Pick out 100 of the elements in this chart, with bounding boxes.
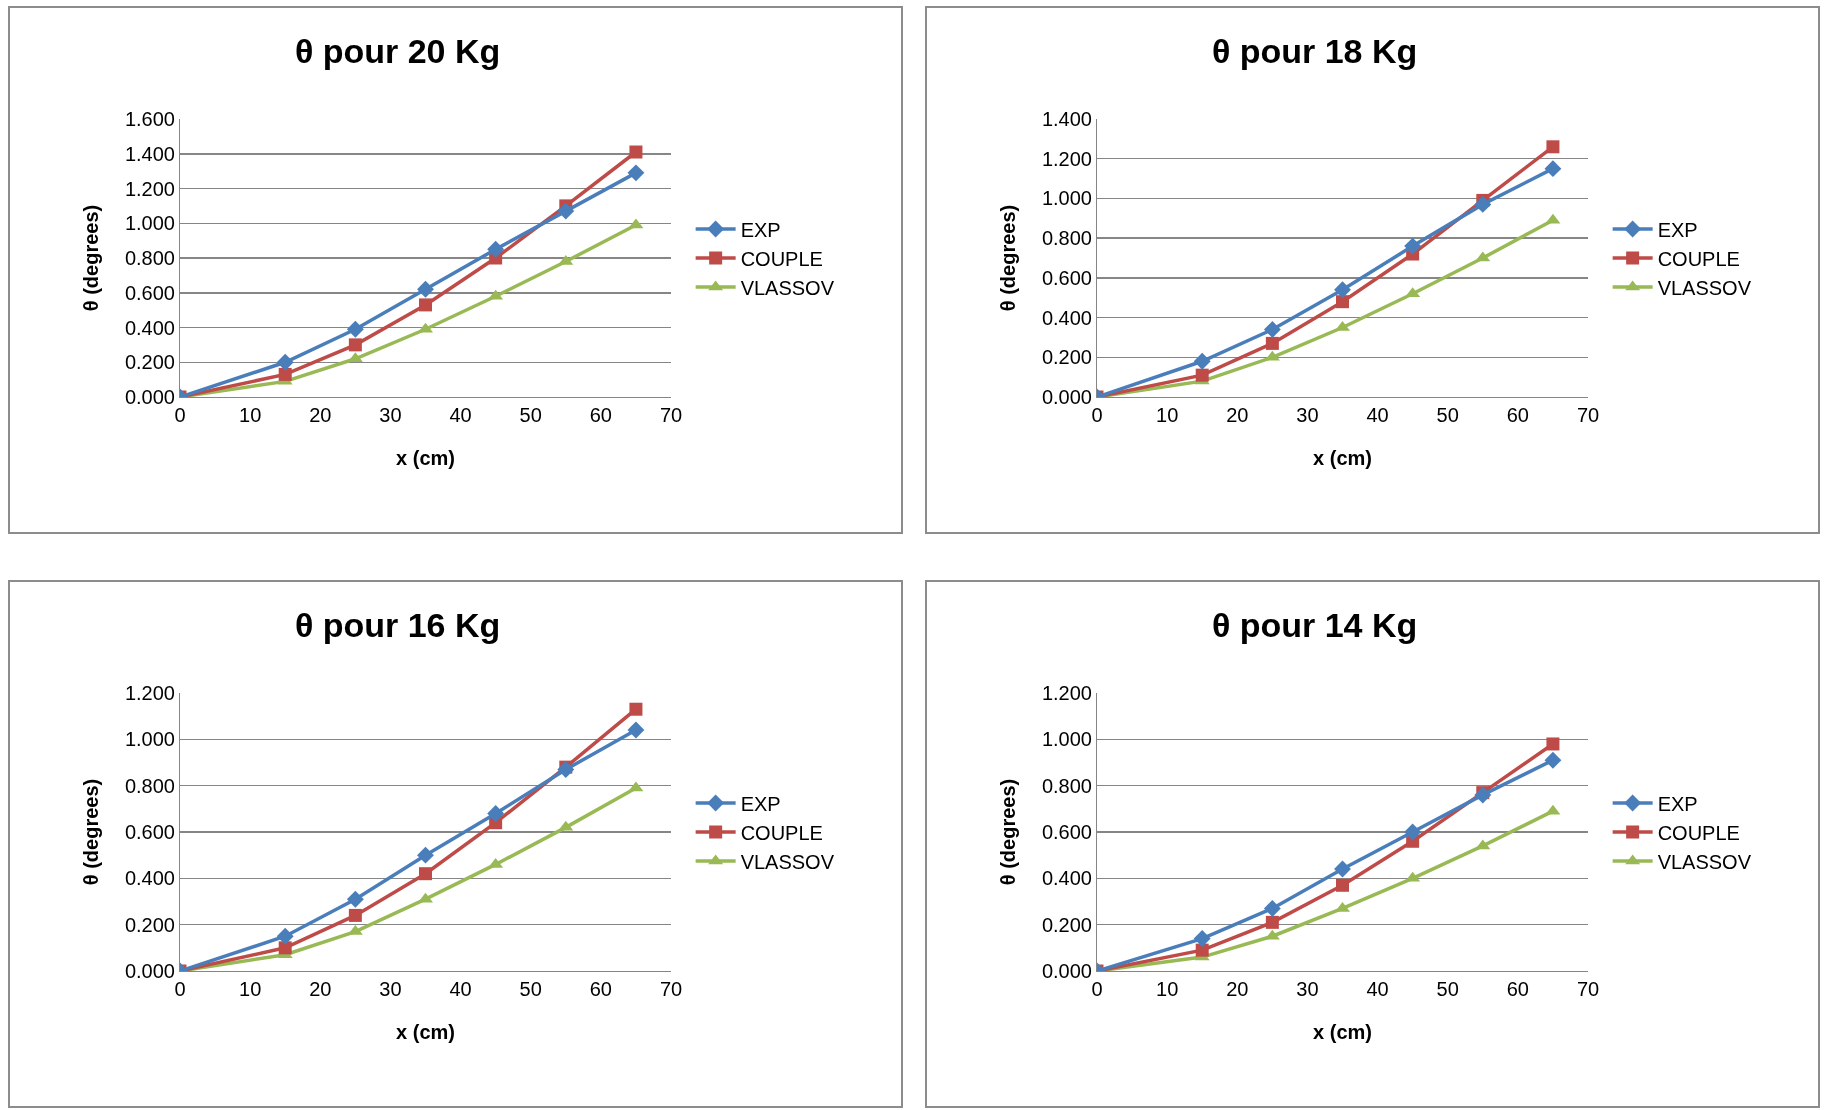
point: [1334, 281, 1351, 299]
point: [1544, 751, 1562, 769]
x-tick-label: 0: [1091, 978, 1103, 1000]
x-tick-label: 70: [659, 978, 683, 1000]
point: [627, 164, 645, 182]
point: [417, 846, 434, 864]
y-tick-label: 1.000: [1041, 187, 1092, 210]
x-axis-title: x (cm): [1313, 1020, 1372, 1043]
y-tick-label: 0.800: [1041, 774, 1092, 797]
x-tick-label: 20: [1226, 978, 1249, 1000]
x-tick-label: 70: [659, 404, 683, 426]
point: [1195, 368, 1209, 382]
y-tick-label: 1.000: [124, 728, 175, 751]
point: [278, 941, 292, 955]
y-tick-label: 0.600: [1041, 821, 1092, 843]
x-tick-label: 70: [1576, 978, 1600, 1000]
y-tick-label: 1.200: [124, 682, 175, 704]
point: [1263, 321, 1281, 338]
point: [629, 702, 643, 716]
point: [348, 908, 362, 922]
y-tick-label: 0.600: [124, 281, 175, 304]
point: [557, 761, 575, 778]
point: [629, 145, 643, 159]
point: [627, 721, 645, 739]
x-axis-title: x (cm): [1313, 446, 1372, 469]
y-tick-label: 1.400: [124, 142, 175, 165]
x-tick-label: 40: [449, 404, 472, 426]
y-tick-label: 0.800: [124, 247, 175, 269]
legend-label: VLASSOV: [1657, 276, 1752, 299]
y-tick-label: 0.400: [124, 316, 175, 339]
x-tick-label: 20: [309, 978, 332, 1000]
x-tick-label: 0: [1091, 404, 1103, 426]
point: [1195, 943, 1209, 957]
x-tick-label: 30: [1296, 404, 1319, 426]
x-tick-label: 10: [1156, 978, 1179, 1000]
point: [1193, 352, 1211, 370]
point: [1265, 336, 1279, 350]
x-tick-label: 20: [1226, 404, 1249, 426]
y-tick-label: 0.000: [124, 386, 175, 408]
legend-label: VLASSOV: [740, 850, 835, 873]
legend-label: COUPLE: [1657, 821, 1740, 844]
y-tick-label: 0.000: [1041, 386, 1092, 408]
legend-label: EXP: [1657, 218, 1698, 241]
x-tick-label: 30: [1296, 978, 1319, 1000]
point: [419, 867, 432, 881]
y-tick-label: 0.200: [124, 351, 175, 374]
y-tick-label: 0.000: [124, 960, 175, 982]
point: [278, 367, 292, 381]
point: [417, 280, 434, 298]
point: [1334, 860, 1351, 878]
point: [346, 320, 364, 338]
point: [1193, 930, 1211, 948]
x-tick-label: 0: [174, 978, 186, 1000]
point: [1336, 878, 1349, 892]
y-tick-label: 0.800: [1041, 227, 1092, 250]
x-axis-title: x (cm): [396, 1020, 455, 1043]
point: [1263, 900, 1281, 917]
point: [487, 240, 505, 258]
y-axis-title: θ (degrees): [80, 778, 103, 886]
x-tick-label: 60: [1506, 404, 1529, 426]
point: [276, 927, 294, 945]
y-axis-title: θ (degrees): [997, 204, 1020, 312]
y-tick-label: 0.400: [124, 867, 175, 890]
x-tick-label: 50: [1436, 978, 1459, 1000]
legend-label: EXP: [740, 792, 781, 815]
y-tick-label: 0.400: [1041, 867, 1092, 890]
point: [1265, 915, 1279, 929]
y-axis-title: θ (degrees): [80, 204, 103, 312]
point: [1336, 295, 1349, 309]
chart-title: θ pour 20 Kg: [294, 32, 501, 71]
x-tick-label: 70: [1576, 404, 1600, 426]
x-tick-label: 10: [1156, 404, 1179, 426]
y-tick-label: 0.600: [1041, 266, 1092, 289]
legend-label: EXP: [1657, 792, 1698, 815]
y-tick-label: 1.000: [124, 212, 175, 235]
x-axis-title: x (cm): [396, 446, 455, 469]
point: [557, 202, 575, 220]
x-tick-label: 10: [239, 978, 262, 1000]
y-tick-label: 1.400: [1041, 108, 1092, 130]
x-tick-label: 50: [519, 404, 542, 426]
x-tick-label: 60: [589, 978, 612, 1000]
legend-label: COUPLE: [740, 247, 823, 270]
point: [346, 890, 364, 908]
y-tick-label: 1.600: [124, 108, 175, 130]
chart-title: θ pour 18 Kg: [1211, 32, 1418, 71]
x-tick-label: 20: [309, 404, 332, 426]
y-tick-label: 0.600: [124, 821, 175, 843]
legend-label: EXP: [740, 218, 781, 241]
x-tick-label: 40: [1366, 978, 1389, 1000]
point: [1474, 195, 1492, 213]
chart-title: θ pour 14 Kg: [1211, 606, 1418, 645]
point: [1546, 737, 1560, 751]
point: [1544, 160, 1562, 178]
y-tick-label: 0.200: [124, 913, 175, 936]
chart-title: θ pour 16 Kg: [294, 606, 501, 645]
point: [1404, 823, 1422, 841]
y-tick-label: 1.200: [1041, 682, 1092, 704]
y-tick-label: 0.200: [1041, 346, 1092, 369]
legend-label: VLASSOV: [740, 276, 835, 299]
x-tick-label: 60: [1506, 978, 1529, 1000]
